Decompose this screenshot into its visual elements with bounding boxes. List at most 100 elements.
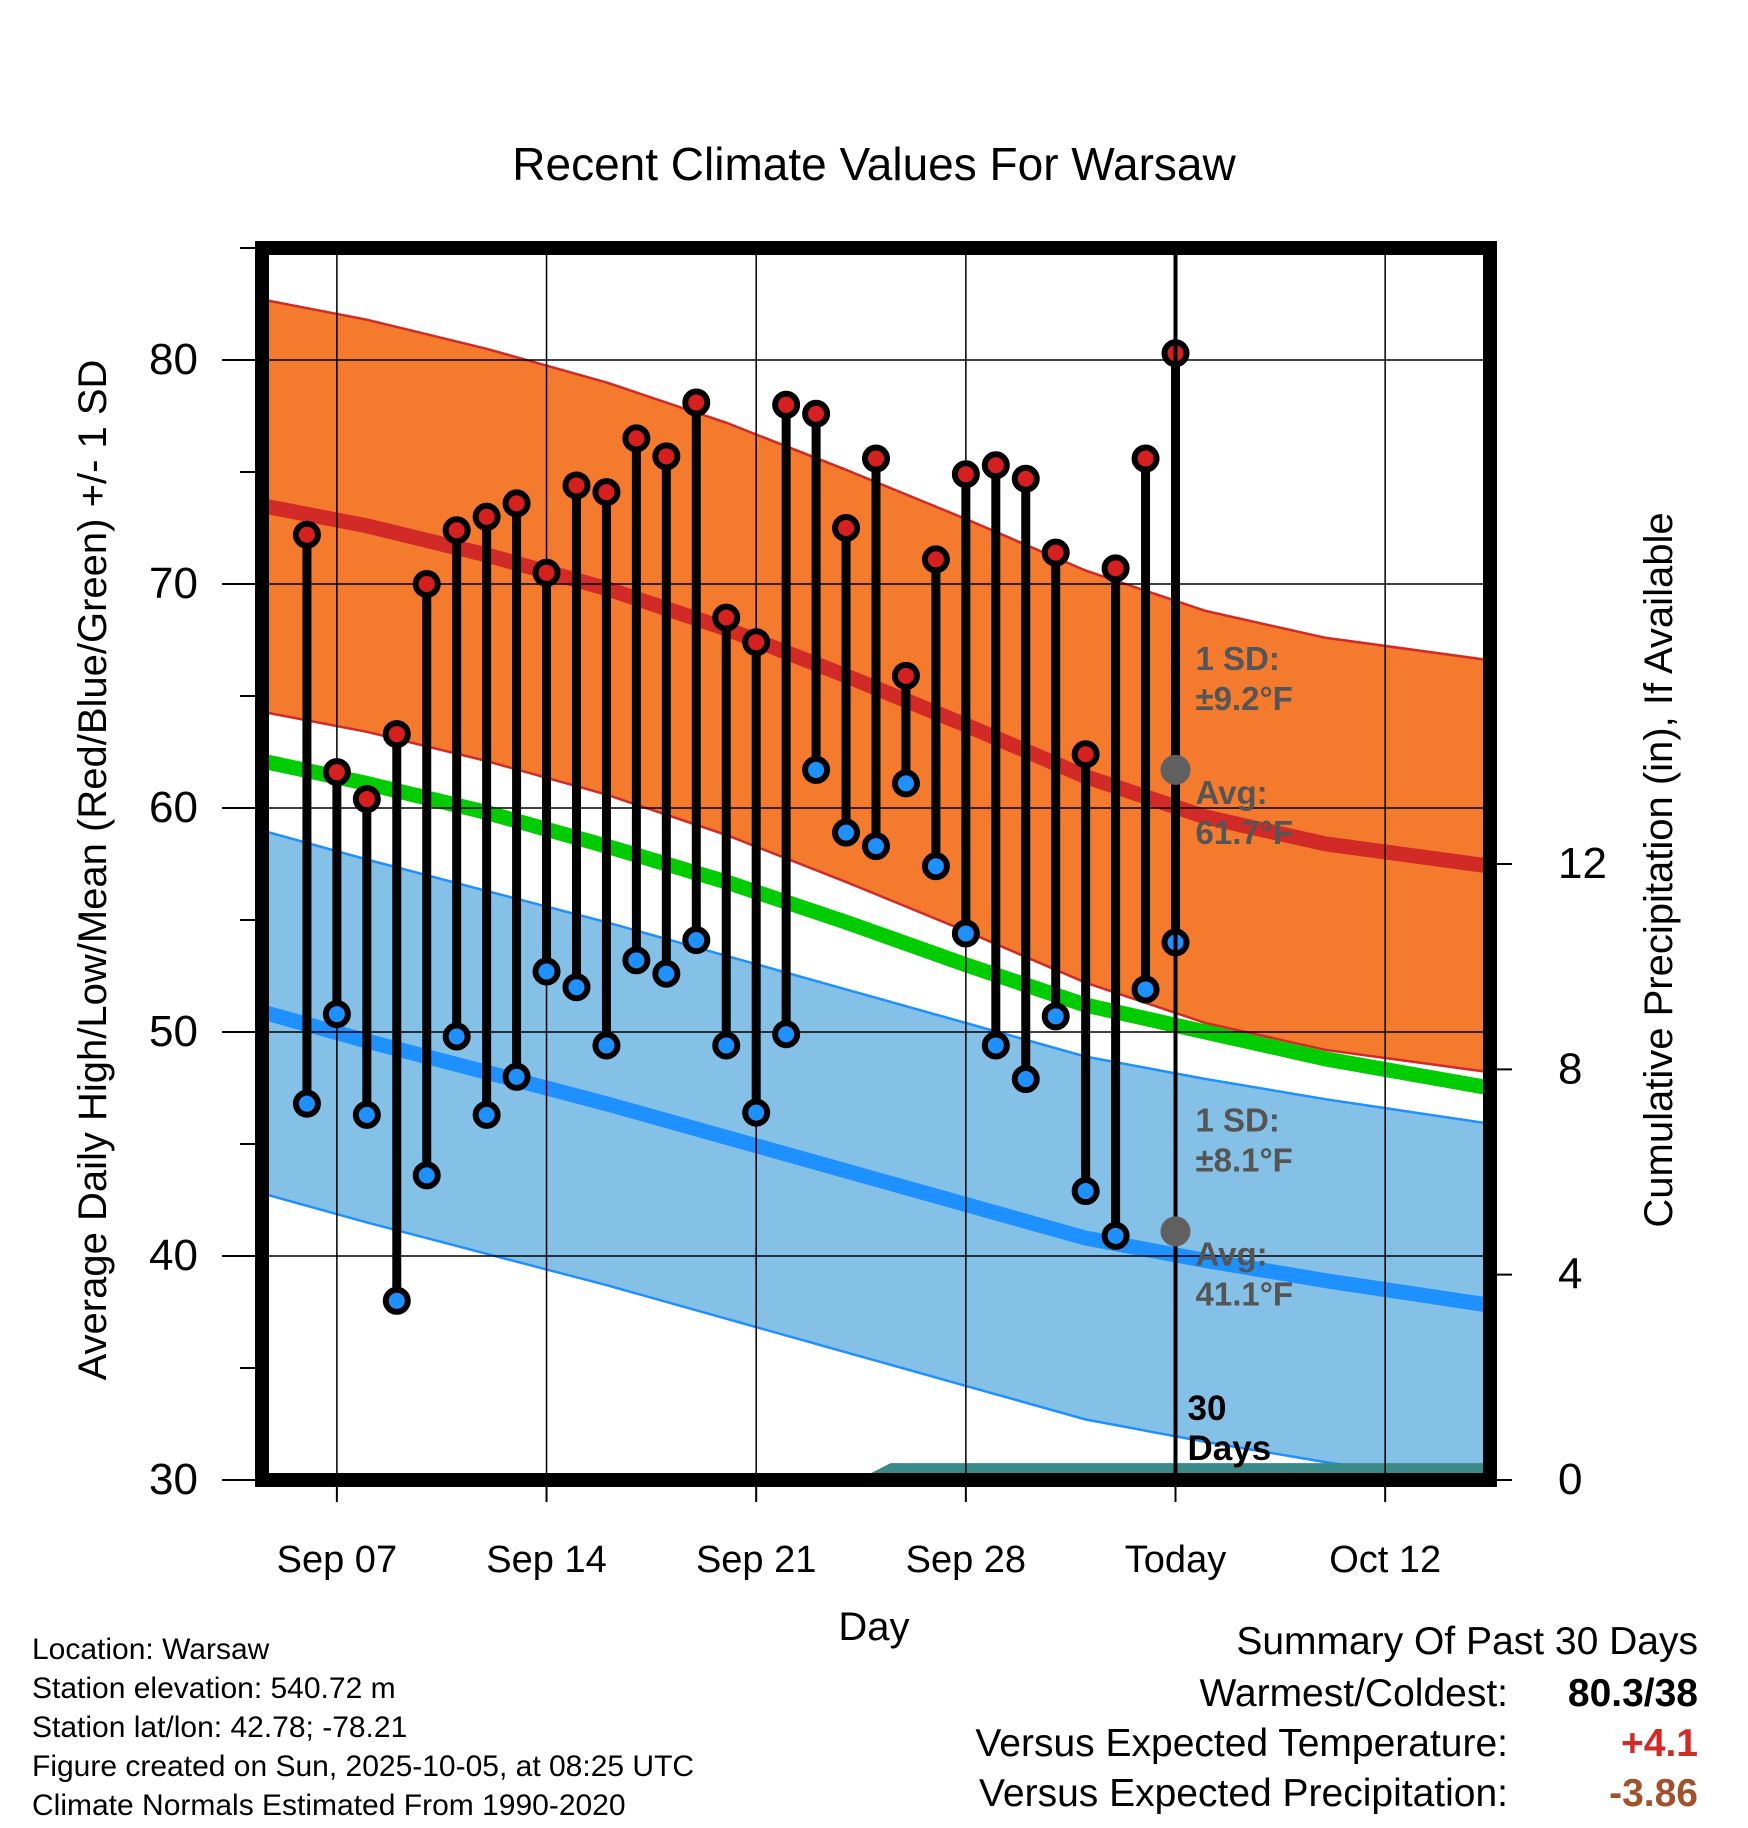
daily-low-point <box>592 1031 621 1060</box>
y2-tick-label: 12 <box>1558 839 1607 888</box>
daily-low-point <box>1101 1221 1130 1250</box>
summary-warmest-row: Warmest/Coldest: 80.3/38 <box>1200 1672 1698 1716</box>
daily-low-point <box>712 1031 741 1060</box>
x-tick-label: Sep 14 <box>486 1539 606 1581</box>
daily-low-point <box>472 1100 501 1129</box>
daily-high-point <box>921 545 950 574</box>
high-sd-band-upper-edge <box>262 298 1490 662</box>
y2-tick-label: 0 <box>1558 1455 1582 1504</box>
avg-low-line <box>262 1004 1490 1313</box>
annotation-low-avg-value: 41.1°F <box>1196 1275 1294 1312</box>
annotation-low-sd: 1 SD: <box>1196 1101 1280 1138</box>
daily-high-point <box>592 478 621 507</box>
daily-high-point <box>712 603 741 632</box>
low-sd-band-upper-edge <box>262 829 1490 1126</box>
daily-high-point <box>652 442 681 471</box>
daily-high-point <box>832 514 861 542</box>
info-elevation: Station elevation: 540.72 m <box>32 1672 396 1705</box>
daily-low-point <box>981 1031 1010 1060</box>
daily-high-point <box>622 424 651 453</box>
info-created: Figure created on Sun, 2025-10-05, at 08… <box>32 1750 695 1783</box>
y-tick-label: 30 <box>149 1455 198 1504</box>
daily-low-point <box>1011 1065 1040 1094</box>
daily-high-point <box>682 388 711 417</box>
daily-low-point <box>352 1100 381 1129</box>
daily-high-point <box>502 489 531 518</box>
daily-high-point <box>532 558 561 587</box>
daily-low-point <box>1041 1002 1070 1031</box>
low-sd-band-lower-edge <box>262 1192 1454 1480</box>
daily-low-point <box>682 926 711 955</box>
annotation-high-avg-value: 61.7°F <box>1196 814 1294 851</box>
summary-precip-label: Versus Expected Precipitation: <box>979 1772 1508 1815</box>
daily-low-point <box>1131 975 1160 1004</box>
daily-low-point <box>412 1161 441 1190</box>
chart-title: Recent Climate Values For Warsaw <box>512 138 1236 190</box>
precip-line <box>262 1463 1490 1480</box>
daily-low-point <box>292 1089 321 1118</box>
daily-high-point <box>981 451 1010 480</box>
daily-low-point <box>502 1062 531 1091</box>
daily-high-point <box>742 628 771 657</box>
daily-low-point <box>951 919 980 948</box>
daily-high-point <box>562 471 591 500</box>
annotation-high-avg: Avg: <box>1196 774 1268 811</box>
summary-warmest-value: 80.3/38 <box>1567 1672 1698 1715</box>
today-avg-high-marker <box>1160 754 1191 785</box>
daily-low-point <box>891 769 920 798</box>
daily-low-point <box>562 973 591 1002</box>
annotation-low-avg: Avg: <box>1196 1235 1268 1272</box>
daily-low-point <box>652 959 681 988</box>
daily-low-point <box>921 852 950 881</box>
daily-low-point <box>322 1000 351 1029</box>
y2-tick-label: 8 <box>1558 1044 1582 1093</box>
x-tick-label: Sep 07 <box>277 1539 397 1581</box>
daily-low-point <box>862 832 890 861</box>
daily-high-point <box>292 520 321 549</box>
annotation-high-sd-value: ±9.2°F <box>1196 680 1293 717</box>
y-axis-label: Average Daily High/Low/Mean (Red/Blue/Gr… <box>71 360 115 1381</box>
info-normals: Climate Normals Estimated From 1990-2020 <box>32 1789 626 1822</box>
daily-low-point <box>802 755 831 784</box>
daily-high-point <box>1041 538 1070 567</box>
summary-precip-row: Versus Expected Precipitation: -3.86 <box>979 1772 1698 1816</box>
daily-low-point <box>442 1022 471 1051</box>
x-tick-label: Oct 12 <box>1329 1539 1441 1581</box>
annotation-window-days-num: 30 <box>1188 1389 1227 1428</box>
daily-high-point <box>1011 464 1040 493</box>
summary-precip-value: -3.86 <box>1609 1772 1698 1815</box>
daily-high-point <box>1131 444 1160 473</box>
y2-axis-label: Cumulative Precipitation (in), If Availa… <box>1637 512 1681 1227</box>
annotation-high-sd: 1 SD: <box>1196 640 1280 677</box>
daily-low-point <box>382 1286 411 1315</box>
daily-low-point <box>832 818 861 847</box>
y-tick-label: 70 <box>149 559 198 608</box>
daily-high-point <box>1071 740 1100 769</box>
daily-high-point <box>472 502 501 531</box>
daily-high-point <box>442 516 471 545</box>
daily-high-point <box>322 758 351 787</box>
daily-high-point <box>382 720 411 749</box>
x-tick-label: Today <box>1125 1539 1226 1581</box>
avg-mean-line <box>262 753 1490 1096</box>
y-tick-label: 40 <box>149 1231 198 1280</box>
daily-high-point <box>412 570 441 598</box>
y-tick-label: 80 <box>149 335 198 384</box>
daily-low-point <box>1071 1177 1100 1206</box>
daily-high-point <box>802 399 831 428</box>
daily-low-point <box>532 957 561 986</box>
summary-title: Summary Of Past 30 Days <box>1236 1620 1698 1663</box>
daily-high-point <box>772 390 801 419</box>
today-avg-low-marker <box>1160 1216 1191 1247</box>
annotation-low-sd-value: ±8.1°F <box>1196 1141 1293 1178</box>
daily-low-point <box>622 946 651 975</box>
x-tick-label: Sep 21 <box>696 1539 816 1581</box>
x-axis-label: Day <box>838 1605 909 1649</box>
daily-high-point <box>1101 554 1130 583</box>
x-tick-label: Sep 28 <box>906 1539 1026 1581</box>
daily-low-point <box>742 1098 771 1127</box>
info-latlon: Station lat/lon: 42.78; -78.21 <box>32 1711 408 1744</box>
info-location: Location: Warsaw <box>32 1633 270 1666</box>
daily-low-point <box>772 1020 801 1049</box>
